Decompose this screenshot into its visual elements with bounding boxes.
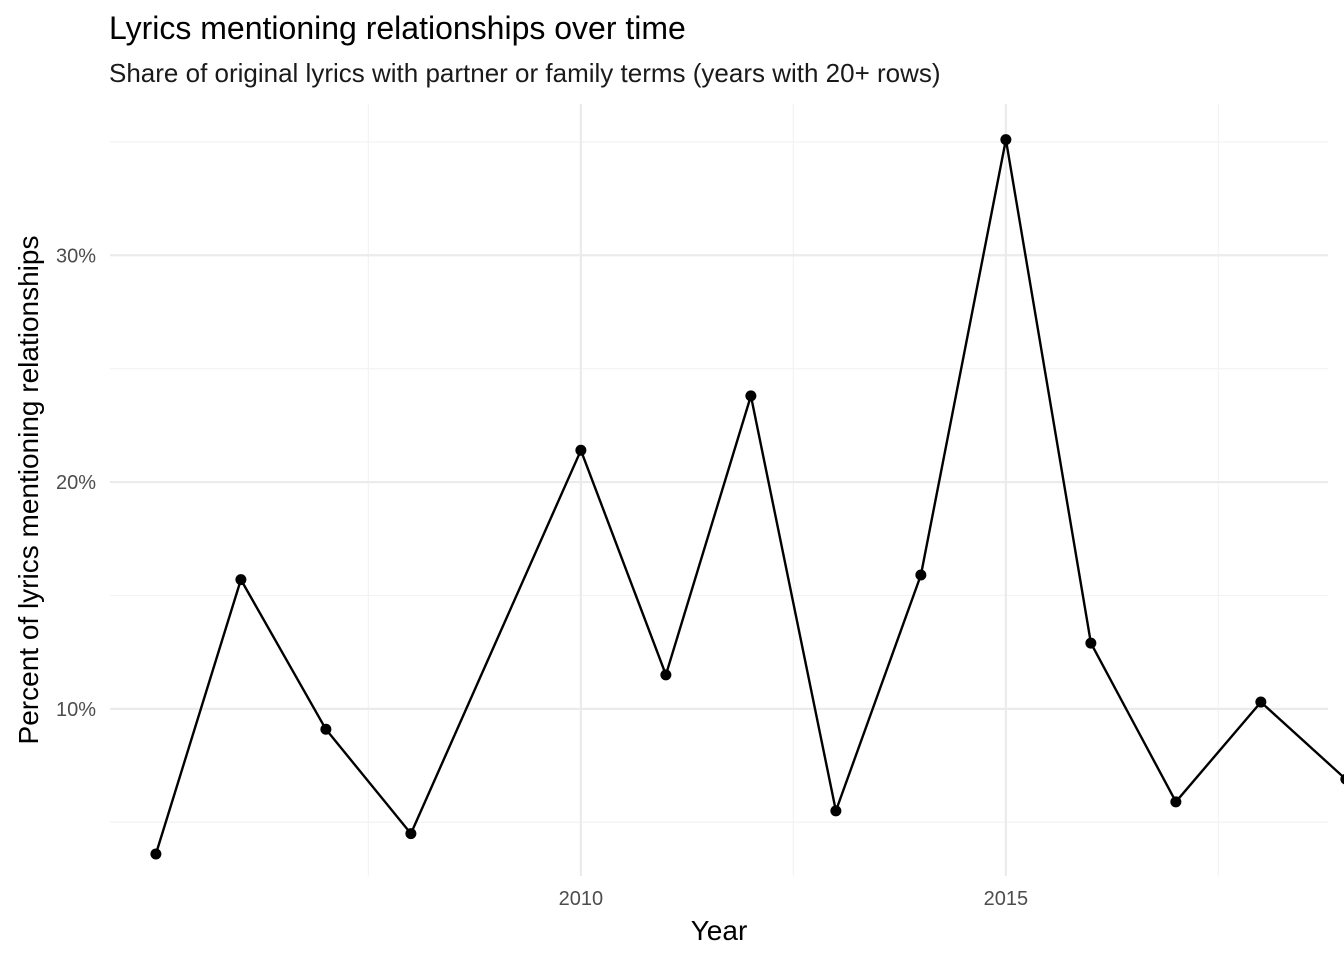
- data-point: [575, 444, 587, 456]
- x-tick-labels: 2010 2015: [559, 888, 1028, 910]
- data-point: [150, 848, 162, 860]
- y-tick-labels: 10% 20% 30%: [56, 245, 96, 721]
- chart-subtitle: Share of original lyrics with partner or…: [109, 58, 941, 88]
- data-point: [405, 828, 417, 840]
- data-point: [1255, 696, 1267, 708]
- chart-title: Lyrics mentioning relationships over tim…: [109, 10, 686, 46]
- data-point: [320, 723, 332, 735]
- data-point: [1170, 796, 1182, 808]
- data-point: [235, 574, 247, 586]
- data-point: [1085, 637, 1097, 649]
- series-line: [154, 138, 1344, 855]
- y-tick-label: 20%: [56, 472, 96, 494]
- data-point: [1340, 773, 1344, 785]
- y-tick-label: 10%: [56, 699, 96, 721]
- x-tick-label: 2015: [984, 888, 1029, 910]
- data-point: [915, 569, 927, 581]
- x-axis-title: Year: [691, 915, 748, 946]
- data-point: [1000, 134, 1012, 146]
- data-point: [830, 805, 842, 817]
- data-point: [745, 390, 757, 402]
- x-tick-label: 2010: [559, 888, 604, 910]
- data-series: [150, 134, 1344, 860]
- y-tick-label: 30%: [56, 245, 96, 267]
- y-axis-title: Percent of lyrics mentioning relationshi…: [13, 236, 44, 745]
- data-point: [660, 669, 672, 681]
- grid-lines: [110, 104, 1328, 876]
